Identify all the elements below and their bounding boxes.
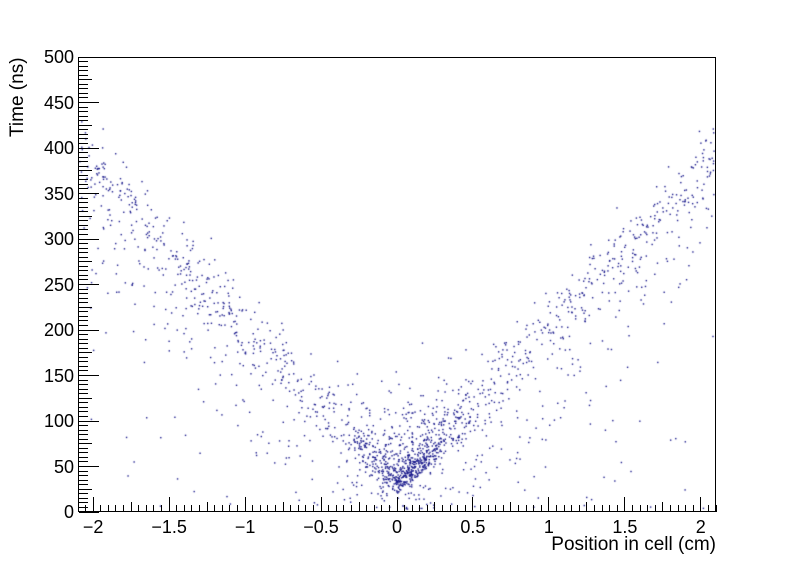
y-axis-title: Time (ns) bbox=[7, 57, 28, 137]
x-axis-title: Position in cell (cm) bbox=[551, 534, 716, 555]
